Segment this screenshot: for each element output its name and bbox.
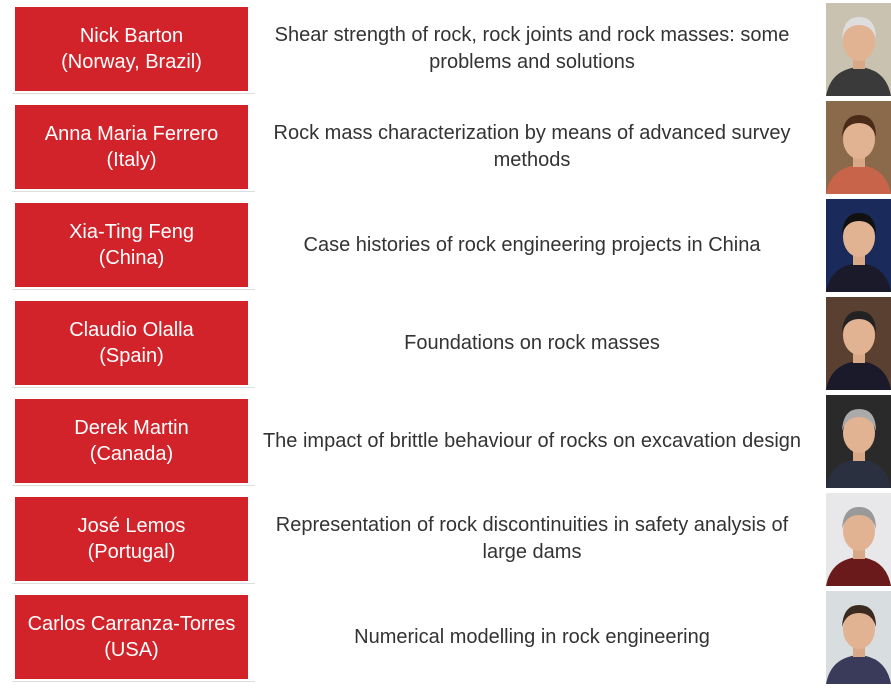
name-box: Anna Maria Ferrero (Italy) xyxy=(15,105,248,189)
speaker-country: (Portugal) xyxy=(87,541,176,563)
talk-title: Numerical modelling in rock engineering xyxy=(354,625,710,648)
divider xyxy=(12,289,255,290)
speaker-country: (Canada) xyxy=(89,443,174,465)
speaker-row: Anna Maria Ferrero (Italy) Rock mass chara… xyxy=(0,101,891,203)
divider xyxy=(12,681,255,682)
speaker-name: Claudio Olalla xyxy=(69,319,194,341)
speaker-row: José Lemos (Portugal) Representation of ro… xyxy=(0,493,891,595)
divider xyxy=(12,191,255,192)
speaker-name: Xia-Ting Feng xyxy=(69,221,194,243)
talk-title: Representation of rock discontinuities i… xyxy=(275,514,789,563)
name-box: Claudio Olalla (Spain) xyxy=(15,301,248,385)
name-box: Derek Martin (Canada) xyxy=(15,399,248,483)
speaker-photo xyxy=(826,3,891,96)
speaker-photo xyxy=(826,493,891,586)
speaker-photo xyxy=(826,297,891,390)
talk-title: Rock mass characterization by means of a… xyxy=(273,122,791,171)
speaker-country: (USA) xyxy=(104,639,159,661)
speaker-row: Derek Martin (Canada) The impact of brittl… xyxy=(0,395,891,497)
name-box: Nick Barton (Norway, Brazil) xyxy=(15,7,248,91)
speaker-photo xyxy=(826,591,891,684)
divider xyxy=(12,387,255,388)
speaker-country: (Norway, Brazil) xyxy=(61,51,202,73)
name-box: Carlos Carranza-Torres (USA) xyxy=(15,595,248,679)
talk-title: The impact of brittle behaviour of rocks… xyxy=(262,429,802,452)
speaker-row: Carlos Carranza-Torres (USA) Numerical mod… xyxy=(0,591,891,693)
speaker-country: (China) xyxy=(98,247,165,269)
name-box: José Lemos (Portugal) xyxy=(15,497,248,581)
speaker-row: Xia-Ting Feng (China) Case histories of ro… xyxy=(0,199,891,301)
divider xyxy=(12,583,255,584)
speaker-row: Nick Barton (Norway, Brazil) Shear strengt… xyxy=(0,3,891,105)
speaker-photo xyxy=(826,395,891,488)
talk-title: Shear strength of rock, rock joints and … xyxy=(274,24,790,73)
speaker-name: José Lemos xyxy=(77,515,186,537)
talk-title: Case histories of rock engineering proje… xyxy=(303,233,761,256)
speaker-country: (Spain) xyxy=(99,345,164,367)
speaker-photo xyxy=(826,101,891,194)
talk-title: Foundations on rock masses xyxy=(404,331,660,354)
divider xyxy=(12,485,255,486)
speaker-name: Anna Maria Ferrero xyxy=(44,123,219,145)
speaker-name: Carlos Carranza-Torres xyxy=(27,613,236,635)
speaker-country: (Italy) xyxy=(106,149,157,171)
speaker-name: Nick Barton xyxy=(79,25,184,47)
name-box: Xia-Ting Feng (China) xyxy=(15,203,248,287)
speaker-photo xyxy=(826,199,891,292)
speaker-row: Claudio Olalla (Spain) Foundations on rock… xyxy=(0,297,891,399)
divider xyxy=(12,93,255,94)
speaker-name: Derek Martin xyxy=(74,417,189,439)
